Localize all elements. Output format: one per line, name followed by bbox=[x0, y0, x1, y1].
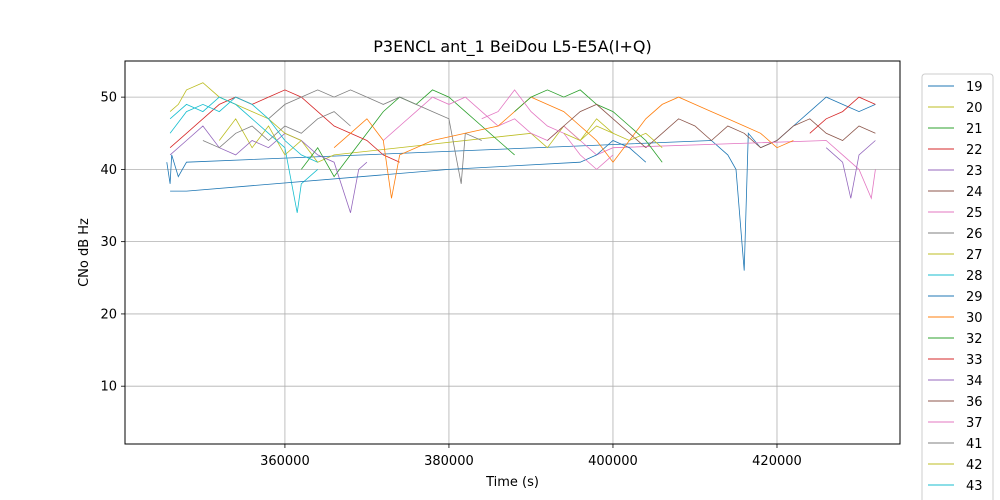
series-line-36 bbox=[547, 103, 647, 149]
legend-label: 32 bbox=[966, 332, 983, 347]
legend-label: 25 bbox=[966, 206, 983, 221]
x-axis-label: Time (s) bbox=[485, 475, 539, 490]
legend: 19 20 21 22 23 24 25 26 27 28 29 30 32 33 34 36 37 41 42 43… bbox=[921, 73, 994, 500]
series-line-43 bbox=[169, 96, 318, 163]
legend-label: 27 bbox=[966, 248, 983, 263]
legend-label: 19 bbox=[966, 80, 983, 95]
series-line-32 bbox=[514, 89, 663, 163]
series-line-21 bbox=[300, 89, 515, 178]
legend-label: 33 bbox=[966, 353, 983, 368]
series-line-37 bbox=[481, 89, 614, 170]
legend-label: 34 bbox=[966, 374, 983, 389]
legend-label: 26 bbox=[966, 227, 983, 242]
x-tick-label: 420000 bbox=[752, 454, 802, 469]
y-tick-label: 30 bbox=[100, 235, 117, 250]
series-line-34 bbox=[825, 140, 876, 199]
y-tick-label: 20 bbox=[100, 307, 117, 322]
legend-label: 29 bbox=[966, 290, 983, 305]
series-line-29 bbox=[170, 140, 647, 192]
series-line-20 bbox=[218, 118, 614, 163]
series-line-41 bbox=[202, 111, 351, 149]
series-line-28 bbox=[169, 96, 318, 213]
y-tick-label: 40 bbox=[100, 163, 117, 178]
plot-frame bbox=[124, 60, 901, 445]
legend-box bbox=[921, 73, 994, 500]
series-line-22 bbox=[169, 89, 400, 163]
legend-label: 21 bbox=[966, 122, 983, 137]
legend-label: 36 bbox=[966, 395, 983, 410]
legend-label: 41 bbox=[966, 437, 983, 452]
series-lines bbox=[166, 82, 876, 271]
x-tick-label: 360000 bbox=[260, 454, 310, 469]
axis-ticks: 360000 380000 400000 420000 10 20 30 40 50 bbox=[100, 91, 801, 469]
y-tick-label: 50 bbox=[100, 91, 117, 106]
series-line-30 bbox=[333, 96, 794, 199]
y-tick-label: 10 bbox=[100, 380, 117, 395]
legend-label: 42 bbox=[966, 458, 983, 473]
series-line-19 bbox=[166, 96, 876, 271]
series-line-25 bbox=[383, 96, 876, 200]
y-axis-label: CNo dB Hz bbox=[77, 218, 92, 287]
legend-label: 37 bbox=[966, 416, 983, 431]
legend-label: 43 bbox=[966, 479, 983, 494]
series-line-33 bbox=[809, 96, 876, 134]
series-line-24 bbox=[645, 118, 876, 149]
legend-label: 23 bbox=[966, 164, 983, 179]
legend-label: 20 bbox=[966, 101, 983, 116]
series-line-26 bbox=[268, 89, 482, 184]
legend-label: 28 bbox=[966, 269, 983, 284]
legend-label: 22 bbox=[966, 143, 983, 158]
legend-label: 30 bbox=[966, 311, 983, 326]
x-tick-label: 400000 bbox=[588, 454, 638, 469]
series-line-42 bbox=[563, 125, 663, 149]
grid bbox=[125, 61, 900, 444]
legend-label: 24 bbox=[966, 185, 983, 200]
chart-title: P3ENCL ant_1 BeiDou L5-E5A(I+Q) bbox=[373, 37, 651, 57]
x-tick-label: 380000 bbox=[424, 454, 474, 469]
